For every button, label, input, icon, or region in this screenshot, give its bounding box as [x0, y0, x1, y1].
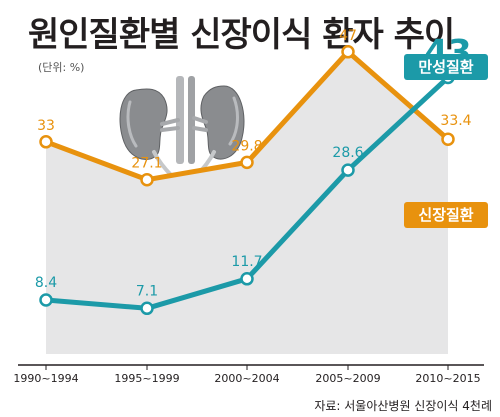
x-tick-label: 1990~1994 [13, 372, 78, 385]
x-tick-label: 1995~1999 [114, 372, 179, 385]
series-shinjang-point [140, 172, 154, 187]
series-manseong-point [240, 272, 254, 286]
series-shinjang-point [39, 135, 53, 149]
data-label-shinjang: 27.1 [131, 156, 162, 172]
plot-area: 1990~1994 1995~1999 2000~2004 2005~2009 2010… [13, 28, 488, 385]
data-label-shinjang: 33.4 [440, 113, 471, 129]
unit-label: (단위: %) [38, 61, 84, 74]
data-label-manseong: 8.4 [35, 275, 57, 291]
data-label-shinjang: 47 [339, 28, 357, 44]
legend-shinjang-badge-label: 신장질환 [418, 206, 473, 224]
x-tick-label: 2000~2004 [214, 372, 279, 385]
x-tick-label: 2005~2009 [315, 372, 380, 385]
series-shinjang-point [441, 132, 455, 146]
series-manseong-point [341, 163, 355, 177]
data-label-manseong: 28.6 [332, 145, 363, 161]
data-label-manseong: 7.1 [136, 283, 158, 299]
legend-manseong-badge-label: 만성질환 [418, 58, 473, 76]
data-label-manseong: 11.7 [231, 254, 262, 270]
series-manseong-point [140, 301, 154, 316]
legend-manseong-badge [404, 54, 488, 80]
x-tick-label: 2010~2015 [415, 372, 480, 385]
area-fill [46, 51, 448, 355]
series-manseong-point [39, 293, 53, 307]
source-note: 자료: 서울아산병원 신장이식 4천례 [314, 398, 492, 413]
data-label-shinjang: 33 [37, 118, 55, 134]
series-shinjang-point [341, 45, 355, 59]
kidney-icon [119, 76, 245, 178]
legend-shinjang-badge [404, 202, 488, 228]
data-label-shinjang: 29.8 [231, 138, 262, 154]
chart-title: 원인질환별 신장이식 환자 추이 [28, 15, 454, 55]
series-shinjang-point [240, 155, 254, 170]
